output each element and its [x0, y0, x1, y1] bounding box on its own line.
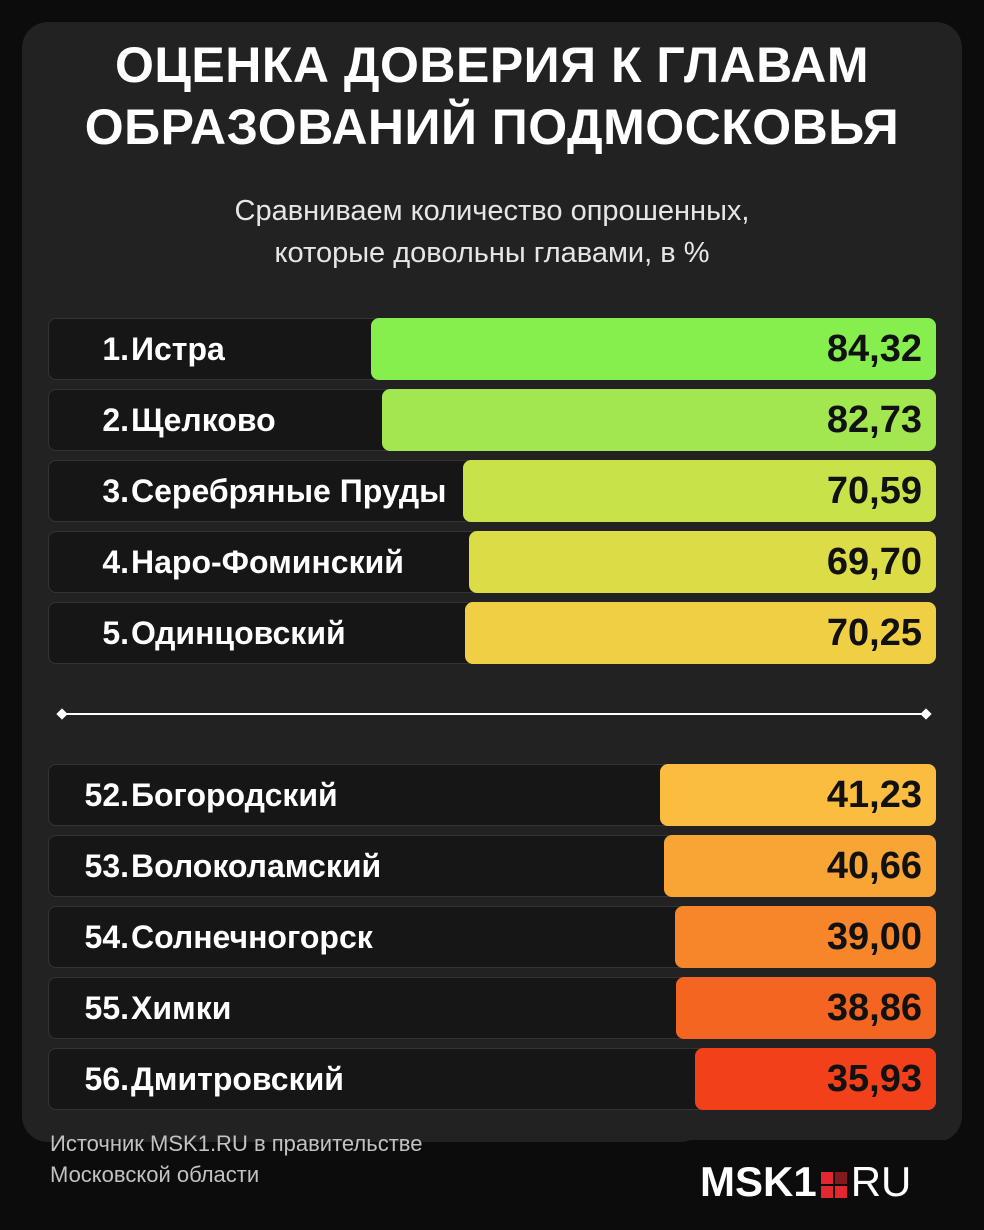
row-rank: 4. [102, 544, 129, 580]
row-name: Солнечногорск [131, 919, 373, 955]
row-name: Волоколамский [131, 848, 382, 884]
bar-row: 55. Химки 38,86 [48, 977, 936, 1039]
chart-title: ОЦЕНКА ДОВЕРИЯ К ГЛАВАМ ОБРАЗОВАНИЙ ПОДМ… [0, 34, 984, 158]
source-note: Источник MSK1.RU в правительстве Московс… [50, 1128, 423, 1190]
bar-value-label: 70,25 [826, 612, 922, 654]
bar-row: 56. Дмитровский 35,93 [48, 1048, 936, 1110]
source-note-line-1: Источник MSK1.RU в правительстве [50, 1131, 423, 1156]
bar: 39,00 [674, 906, 936, 968]
chart-subtitle-line-2: которые довольны главами, в % [274, 237, 710, 269]
group-divider [56, 708, 932, 720]
row-name: Одинцовский [131, 615, 346, 651]
source-note-line-2: Московской области [50, 1162, 260, 1187]
row-rank: 5. [102, 615, 129, 651]
bar-value-label: 38,86 [826, 987, 922, 1029]
chart-subtitle: Сравниваем количество опрошенных, которы… [0, 190, 984, 274]
bar: 69,70 [469, 531, 936, 593]
row-name: Щелково [131, 402, 276, 438]
row-name: Богородский [131, 777, 338, 813]
divider-line [64, 713, 924, 715]
logo-squares-icon [820, 1172, 847, 1198]
bar-value-label: 35,93 [826, 1058, 922, 1100]
bar-row: 52. Богородский 41,23 [48, 764, 936, 826]
bar: 70,25 [465, 602, 936, 664]
row-name: Наро-Фоминский [131, 544, 404, 580]
chart-title-line-2: ОБРАЗОВАНИЙ ПОДМОСКОВЬЯ [84, 99, 900, 155]
bar-value-label: 84,32 [826, 328, 922, 370]
bar-row: 3. Серебряные Пруды 70,59 [48, 460, 936, 522]
row-rank: 3. [102, 473, 129, 509]
row-name: Химки [131, 990, 232, 1026]
bar-row: 53. Волоколамский 40,66 [48, 835, 936, 897]
bar-row: 2. Щелково 82,73 [48, 389, 936, 451]
bar: 38,86 [675, 977, 936, 1039]
chart-title-line-1: ОЦЕНКА ДОВЕРИЯ К ГЛАВАМ [114, 37, 870, 93]
bar-row: 5. Одинцовский 70,25 [48, 602, 936, 664]
row-rank: 1. [102, 331, 129, 367]
row-rank: 52. [84, 777, 129, 813]
row-rank: 55. [84, 990, 129, 1026]
row-rank: 53. [84, 848, 129, 884]
logo-area [668, 1140, 984, 1230]
bar-value-label: 40,66 [826, 845, 922, 887]
logo-main: MSK1 [700, 1158, 817, 1205]
row-name: Серебряные Пруды [131, 473, 447, 509]
bar-row: 1. Истра 84,32 [48, 318, 936, 380]
bar-value-label: 69,70 [826, 541, 922, 583]
bar: 82,73 [381, 389, 936, 451]
bar: 70,59 [463, 460, 936, 522]
bar-value-label: 39,00 [826, 916, 922, 958]
bar-row: 54. Солнечногорск 39,00 [48, 906, 936, 968]
row-name: Дмитровский [131, 1061, 344, 1097]
row-name: Истра [131, 331, 225, 367]
row-rank: 56. [84, 1061, 129, 1097]
bar-row: 4. Наро-Фоминский 69,70 [48, 531, 936, 593]
chart-subtitle-line-1: Сравниваем количество опрошенных, [234, 195, 750, 227]
row-rank: 2. [102, 402, 129, 438]
bar: 35,93 [695, 1048, 936, 1110]
bar: 41,23 [659, 764, 936, 826]
bar-value-label: 70,59 [826, 470, 922, 512]
bar-value-label: 41,23 [826, 774, 922, 816]
bar: 40,66 [663, 835, 936, 897]
msk1-logo: MSK1 RU [700, 1158, 911, 1206]
bar: 84,32 [371, 318, 936, 380]
row-rank: 54. [84, 919, 129, 955]
bar-value-label: 82,73 [826, 399, 922, 441]
logo-suffix: RU [850, 1158, 912, 1205]
